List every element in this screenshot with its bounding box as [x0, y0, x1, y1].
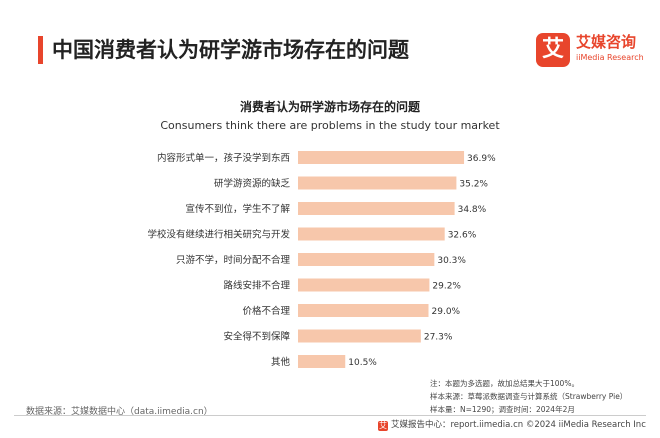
bar	[298, 253, 435, 266]
category-label: 价格不合理	[242, 305, 290, 317]
bar	[298, 355, 346, 368]
category-label: 内容形式单一，孩子没学到东西	[157, 152, 290, 164]
logo-mark-icon: 艾	[536, 33, 570, 67]
note-sample-source: 样本来源：草莓派数据调查与计算系统（Strawberry Pie）	[430, 392, 628, 401]
footer-text: 艾媒报告中心：report.iimedia.cn ©2024 iiMedia R…	[391, 420, 646, 430]
bar	[298, 329, 421, 343]
bar	[298, 202, 455, 215]
category-label: 学校没有继续进行相关研究与开发	[147, 229, 290, 241]
chart-subtitle: Consumers think there are problems in th…	[160, 119, 500, 132]
footer-logo-icon: 艾	[378, 421, 388, 431]
bar	[298, 227, 445, 241]
value-label: 36.9%	[467, 154, 496, 164]
value-label: 34.8%	[458, 205, 487, 215]
category-label: 路线安排不合理	[223, 280, 290, 292]
note-multiple-choice: 注：本题为多选题，故加总结果大于100%。	[430, 379, 579, 388]
note-sample-size: 样本量：N=1290；调查时间：2024年2月	[430, 405, 575, 414]
footer: 艾艾媒报告中心：report.iimedia.cn ©2024 iiMedia …	[378, 418, 646, 431]
category-label: 宣传不到位，学生不了解	[185, 203, 290, 215]
title-accent-bar	[38, 36, 43, 64]
category-label: 其他	[271, 356, 291, 368]
logo-subtitle: iiMedia Research	[576, 53, 644, 62]
brand-logo: 艾 艾媒咨询 iiMedia Research	[536, 33, 646, 67]
value-label: 10.5%	[348, 358, 377, 368]
chart-title: 消费者认为研学游市场存在的问题	[239, 100, 420, 114]
value-label: 29.2%	[432, 282, 461, 292]
value-label: 32.6%	[448, 231, 477, 241]
value-label: 27.3%	[424, 333, 453, 343]
value-label: 35.2%	[459, 180, 488, 190]
category-label: 研学游资源的缺乏	[214, 178, 291, 190]
bar	[298, 176, 457, 190]
bar	[298, 278, 430, 292]
logo-name: 艾媒咨询	[576, 33, 637, 51]
value-label: 30.3%	[437, 256, 466, 266]
category-label: 只游不学，时间分配不合理	[176, 254, 291, 266]
footer-divider	[14, 415, 646, 416]
value-label: 29.0%	[432, 307, 461, 317]
bar	[298, 151, 465, 164]
data-source: 数据来源：艾媒数据中心（data.iimedia.cn）	[26, 407, 213, 417]
page-title: 中国消费者认为研学游市场存在的问题	[52, 38, 409, 62]
bar	[298, 304, 429, 317]
category-label: 安全得不到保障	[223, 331, 290, 343]
